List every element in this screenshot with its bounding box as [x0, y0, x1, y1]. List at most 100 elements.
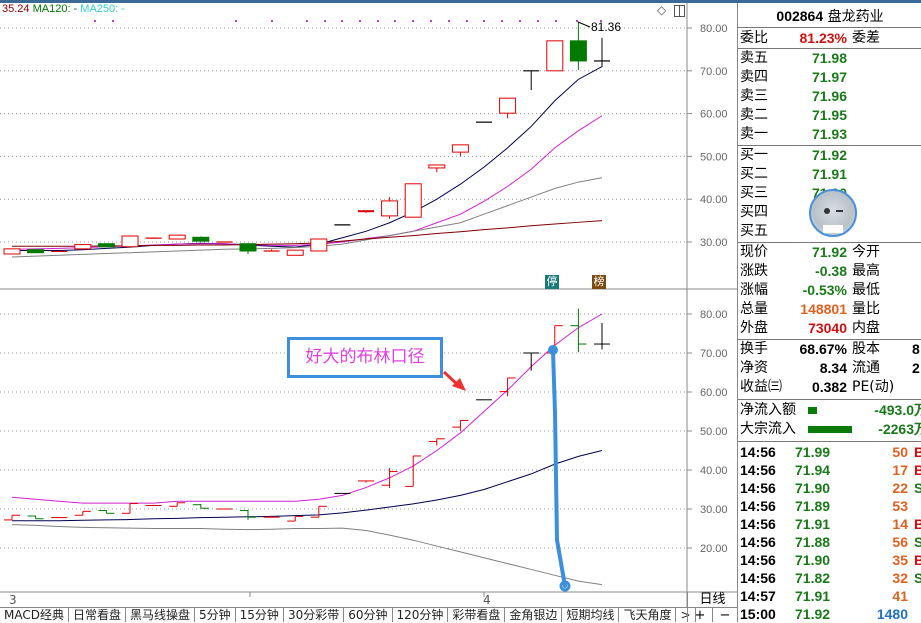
ranking-badge[interactable]: 榜 [592, 275, 606, 289]
stat-label: 现价 [740, 244, 768, 260]
tick-volume: 17 [892, 462, 908, 478]
tab-4[interactable]: 15分钟 [236, 608, 284, 622]
diamond-icon[interactable]: ◇ [657, 3, 667, 17]
zoom-out-button[interactable]: − [712, 607, 737, 623]
divider [738, 145, 921, 146]
tab-6[interactable]: 60分钟 [344, 608, 393, 622]
bid-row: 买五 [738, 222, 921, 241]
ask-price: 71.93 [811, 126, 847, 142]
candle-body [310, 238, 328, 252]
ma-value-price: 35.24 [2, 3, 30, 15]
tick-price: 71.90 [795, 480, 831, 496]
bottom-axis-label: 50.00 [700, 426, 728, 438]
ma-line-3 [11, 177, 603, 258]
tick-direction: B [914, 515, 921, 533]
limit-up-badge[interactable]: 停 [545, 275, 559, 289]
tab-2[interactable]: 黑马线操盘 [126, 608, 196, 622]
signal-dot [501, 20, 503, 22]
bid-label: 买三 [740, 185, 768, 201]
candle-body [239, 243, 257, 252]
tick-direction: B [914, 461, 921, 479]
high-price-label: 81.36 [591, 20, 622, 34]
avatar[interactable] [809, 189, 857, 237]
period-label[interactable]: 日线 [687, 592, 737, 607]
candle-body [451, 144, 469, 153]
trade-tick-row: 14:56 71.91 14 B [738, 515, 921, 533]
tick-volume: 1480 [876, 606, 908, 622]
divider [738, 27, 921, 28]
bid-price: 71.92 [811, 147, 847, 163]
ma-legend: 35.24 MA120: - MA250: - [2, 3, 125, 15]
tab-3[interactable]: 5分钟 [195, 608, 236, 622]
candle-body [192, 236, 210, 242]
tab-12[interactable]: > [676, 608, 696, 622]
tab-7[interactable]: 120分钟 [393, 608, 449, 622]
bandwidth-measure-line [551, 349, 567, 588]
signal-dot [412, 20, 414, 22]
signal-dot [600, 20, 602, 22]
top-axis-label: 70.00 [700, 66, 728, 78]
candle-body [286, 249, 304, 256]
weicha-label: 委差 [852, 30, 880, 46]
divider [738, 441, 921, 442]
tab-9[interactable]: 金角银边 [505, 608, 563, 622]
stat-value: 148801 [800, 301, 847, 317]
tick-direction: B [914, 551, 921, 569]
stat-label-2: 今开 [852, 244, 880, 260]
divider [738, 339, 921, 340]
bottom-axis-label: 30.00 [700, 504, 728, 516]
fund-value: 68.67% [799, 341, 847, 357]
tab-1[interactable]: 日常看盘 [69, 608, 126, 622]
x-axis-label-3: 3 [9, 593, 17, 607]
boll-upper [11, 313, 603, 504]
flow-value: -493.0万 [874, 402, 921, 418]
candle-body [499, 97, 517, 114]
bid-label: 买一 [740, 147, 768, 163]
ask-price: 71.98 [811, 50, 847, 66]
capital-flow-row: 大宗流入 -2263万 [738, 420, 921, 439]
candle-body [381, 200, 399, 217]
trade-tick-row: 14:56 71.88 56 S [738, 533, 921, 551]
capital-flow-row: 净流入额 -493.0万 [738, 401, 921, 420]
tick-direction: S [914, 569, 921, 587]
ask-row: 卖二 71.95 [738, 106, 921, 125]
fundamental-row: 换手 68.67% 股本 8 [738, 340, 921, 359]
ask-price: 71.95 [811, 107, 847, 123]
trade-tick-row: 14:56 71.82 32 S [738, 569, 921, 587]
bid-label: 买四 [740, 204, 768, 220]
stat-row: 总量 148801 量比 [738, 300, 921, 319]
window-top-border [0, 0, 921, 3]
tick-volume: 14 [892, 516, 908, 532]
fundamental-row: 收益㈢ 0.382 PE(动) [738, 378, 921, 397]
divider [738, 242, 921, 243]
tab-10[interactable]: 短期均线 [562, 608, 620, 622]
ask-label: 卖二 [740, 107, 768, 123]
flow-bar [808, 426, 852, 433]
top-axis-label: 40.00 [700, 194, 728, 206]
ask-label: 卖三 [740, 88, 768, 104]
bottom-axis-label: 40.00 [700, 465, 728, 477]
tab-0[interactable]: MACD经典 [0, 608, 69, 622]
tick-price: 71.92 [795, 606, 831, 622]
bottom-axis-label: 70.00 [700, 348, 728, 360]
zoom-in-button[interactable]: + [687, 607, 712, 623]
trade-tick-row: 14:56 71.90 22 S [738, 479, 921, 497]
top-axis-label: 80.00 [700, 23, 728, 35]
tab-11[interactable]: 飞天角度 [619, 608, 677, 622]
quote-panel: 002864 盘龙药业 委比 81.23% 委差 卖五 71.98 卖四 71.97 卖三 71… [737, 3, 921, 622]
stat-label-2: 最低 [852, 282, 880, 298]
signal-dot [271, 20, 273, 22]
tick-direction: B [914, 443, 921, 461]
tab-5[interactable]: 30分彩带 [284, 608, 345, 622]
ma-line-1 [12, 66, 603, 252]
tick-price: 71.94 [795, 462, 831, 478]
tick-time: 14:57 [740, 588, 776, 604]
fund-value: 8.34 [819, 360, 847, 376]
flow-label: 净流入额 [740, 402, 796, 418]
split-panel-icon[interactable] [674, 5, 685, 17]
ask-price: 71.96 [811, 88, 847, 104]
tab-8[interactable]: 彩带看盘 [448, 608, 506, 622]
weibi-value: 81.23% [799, 30, 847, 46]
candle-body [569, 40, 587, 62]
kline-chart[interactable]: 80.00 70.00 60.00 50.00 40.00 30.00 80.00 70.00… [0, 0, 737, 607]
